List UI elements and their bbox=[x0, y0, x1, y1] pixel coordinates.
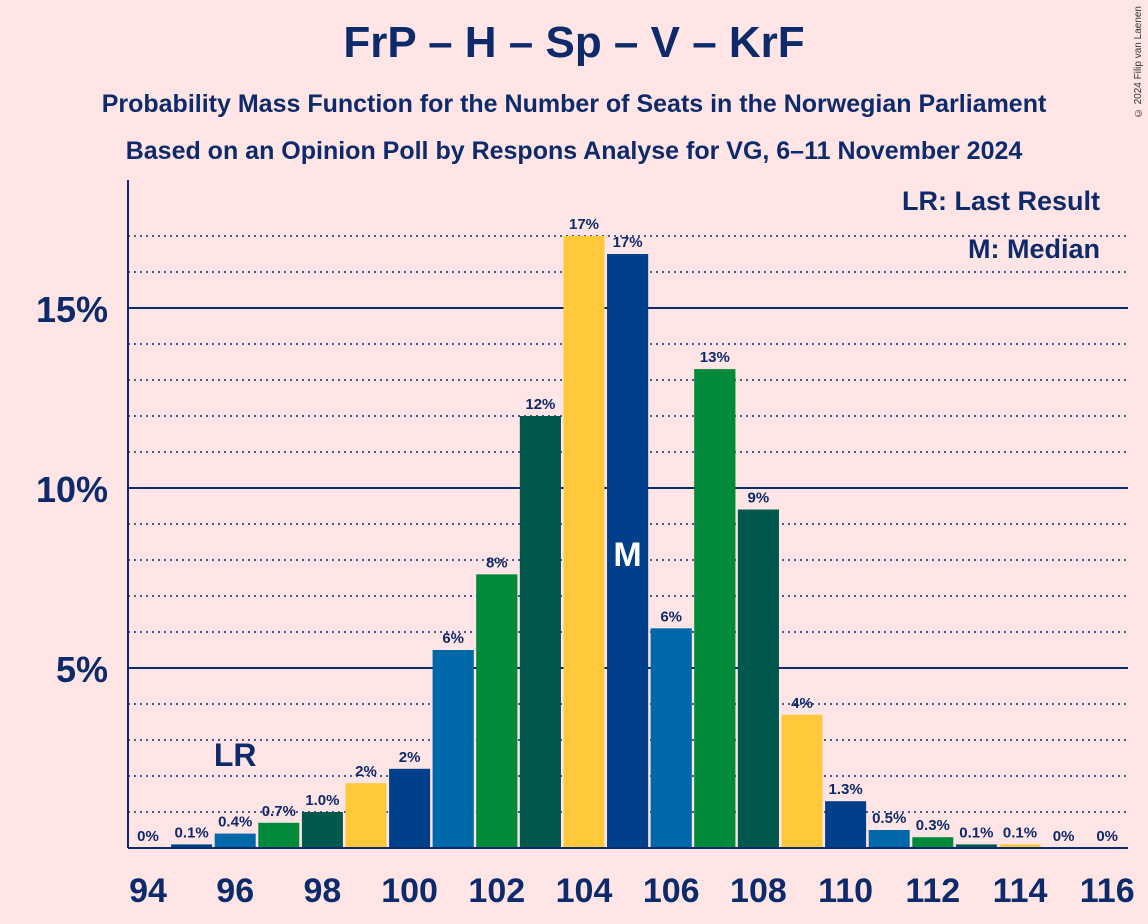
x-tick-label: 104 bbox=[556, 872, 613, 910]
bar-seat-105-front bbox=[607, 254, 649, 848]
bar-value-label: 0.7% bbox=[262, 803, 296, 820]
bar-value-label: 6% bbox=[660, 608, 682, 625]
x-tick-label: 98 bbox=[303, 872, 341, 910]
x-tick-label: 96 bbox=[216, 872, 254, 910]
x-tick-label: 106 bbox=[643, 872, 700, 910]
chart-subtitle-1: Probability Mass Function for the Number… bbox=[101, 90, 1047, 118]
chart-title: FrP – H – Sp – V – KrF bbox=[343, 18, 805, 67]
bar-value-label: 17% bbox=[569, 216, 599, 233]
bar-value-label: 6% bbox=[442, 630, 464, 647]
bar-value-label: 0.5% bbox=[872, 810, 906, 827]
median-marker: M bbox=[613, 536, 641, 574]
bar-seat-103-front bbox=[519, 416, 561, 848]
bar-value-label: 2% bbox=[399, 749, 421, 766]
bar-value-label: 9% bbox=[748, 490, 770, 507]
bar-seat-98 bbox=[301, 812, 343, 848]
bar-seat-97 bbox=[258, 822, 300, 848]
chart-subtitle-2: Based on an Opinion Poll by Respons Anal… bbox=[125, 137, 1023, 165]
bar-value-label: 0.4% bbox=[218, 814, 252, 831]
x-tick-label: 108 bbox=[730, 872, 787, 910]
x-tick-label: 114 bbox=[993, 872, 1048, 910]
bar-seat-110 bbox=[825, 801, 867, 848]
bar-seat-111 bbox=[868, 830, 910, 848]
bar-seat-106-front bbox=[650, 628, 692, 848]
bar-seat-96 bbox=[214, 833, 256, 848]
bar-value-label: 12% bbox=[525, 396, 555, 413]
bar-value-label: 0% bbox=[137, 828, 159, 845]
x-tick-label: 116 bbox=[1080, 872, 1135, 910]
bar-seat-100 bbox=[389, 768, 431, 848]
bar-seat-108-front bbox=[737, 509, 779, 848]
bar-value-label: 0% bbox=[1053, 828, 1075, 845]
last-result-marker: LR bbox=[214, 737, 257, 773]
bar-value-label: 0.1% bbox=[174, 824, 208, 841]
legend-median: M: Median bbox=[968, 234, 1100, 264]
x-tick-label: 112 bbox=[905, 872, 960, 910]
bar-value-label: 1.0% bbox=[305, 792, 339, 809]
bar-seat-112 bbox=[912, 837, 954, 848]
bar-seat-107-front bbox=[694, 369, 736, 848]
bar-value-label: 4% bbox=[791, 695, 813, 712]
bar-seat-95 bbox=[171, 844, 213, 848]
bar-seat-101-front bbox=[432, 650, 474, 848]
bar-value-label: 2% bbox=[355, 763, 377, 780]
bar-seat-114 bbox=[999, 844, 1041, 848]
bar-value-label: 0.1% bbox=[1003, 824, 1037, 841]
x-tick-label: 94 bbox=[129, 872, 167, 910]
bar-value-label: 0.3% bbox=[916, 817, 950, 834]
bar-value-label: 8% bbox=[486, 554, 508, 571]
bar-seat-113 bbox=[955, 844, 997, 848]
bar-value-label: 17% bbox=[613, 234, 643, 251]
x-tick-label: 110 bbox=[818, 872, 873, 910]
y-tick-label: 15% bbox=[36, 289, 108, 330]
bar-value-label: 1.3% bbox=[828, 781, 862, 798]
bar-value-label: 0.1% bbox=[959, 824, 993, 841]
bar-value-label: 13% bbox=[700, 349, 730, 366]
bar-value-label: 0% bbox=[1096, 828, 1118, 845]
bar-seat-109 bbox=[781, 714, 823, 848]
legend-last-result: LR: Last Result bbox=[902, 186, 1100, 216]
y-tick-label: 5% bbox=[56, 649, 108, 690]
x-tick-label: 102 bbox=[468, 872, 525, 910]
bar-seat-104-front bbox=[563, 236, 605, 848]
bar-seat-102-front bbox=[476, 574, 518, 848]
y-tick-label: 10% bbox=[36, 469, 108, 510]
x-tick-label: 100 bbox=[381, 872, 438, 910]
bar-seat-99 bbox=[345, 783, 387, 848]
